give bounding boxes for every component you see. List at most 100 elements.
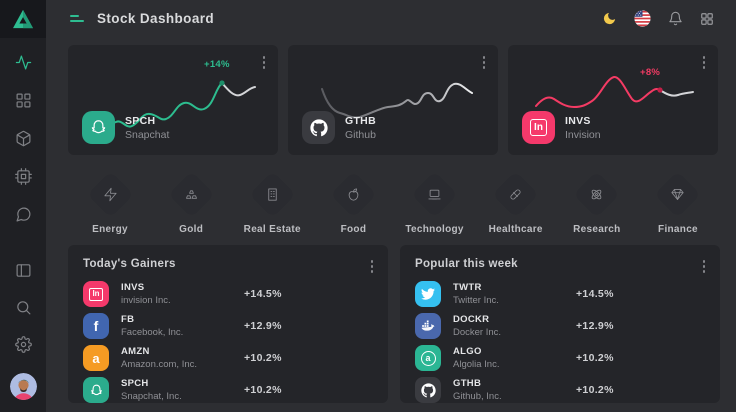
food-icon — [348, 188, 359, 201]
sidebar-item-layout[interactable] — [15, 262, 32, 279]
menu-toggle-button[interactable] — [70, 15, 84, 22]
topbar: Stock Dashboard — [46, 0, 736, 37]
package-icon — [16, 130, 30, 147]
gear-icon — [14, 336, 32, 353]
gthb-sparkline — [321, 82, 473, 119]
list-item-algo[interactable]: a ALGO Algolia Inc. +10.2% — [415, 345, 705, 371]
real-estate-icon — [268, 188, 277, 201]
change-percent: +14.5% — [576, 288, 614, 300]
research-icon — [592, 189, 602, 200]
spch-card-menu-button[interactable] — [261, 54, 268, 71]
change-percent: +12.9% — [576, 320, 614, 332]
spch-change-label: +14% — [204, 59, 230, 70]
avatar-image — [9, 373, 37, 400]
technology-icon — [428, 189, 441, 200]
apps-grid-icon — [701, 12, 713, 25]
change-percent: +10.2% — [576, 384, 614, 396]
content: +14% SPCH Snapchat — [46, 37, 736, 403]
sidebar-item-chat[interactable] — [15, 206, 32, 223]
popular-menu-button[interactable] — [701, 258, 708, 275]
stock-card-spch[interactable]: +14% SPCH Snapchat — [68, 45, 278, 155]
language-selector[interactable] — [634, 10, 651, 27]
page-title: Stock Dashboard — [97, 11, 215, 26]
category-research[interactable]: Research — [559, 171, 635, 235]
stock-card-invs[interactable]: +8% In INVS Invision — [508, 45, 718, 155]
dashboard-grid-icon — [16, 93, 30, 108]
logo-triangle-icon — [13, 9, 33, 29]
notifications-button[interactable] — [668, 11, 683, 26]
invs-company: Invision — [565, 128, 601, 141]
spch-sparkline — [97, 80, 256, 128]
category-food[interactable]: Food — [315, 171, 391, 235]
gthb-card-menu-button[interactable] — [481, 54, 488, 71]
sidebar-item-search[interactable] — [15, 299, 32, 316]
sidebar — [0, 0, 46, 412]
invs-card-menu-button[interactable] — [701, 54, 708, 71]
list-item-gthb[interactable]: GTHB Github, Inc. +10.2% — [415, 377, 705, 403]
cpu-icon — [14, 168, 32, 185]
category-real-estate[interactable]: Real Estate — [234, 171, 310, 235]
sidebar-item-cpu[interactable] — [14, 168, 32, 185]
list-item-amzn[interactable]: a AMZN Amazon.com, Inc. +10.2% — [83, 345, 373, 371]
change-percent: +10.2% — [576, 352, 614, 364]
energy-icon — [103, 187, 117, 202]
twitter-icon — [415, 281, 441, 307]
category-finance[interactable]: Finance — [640, 171, 716, 235]
sidebar-item-settings[interactable] — [14, 336, 32, 353]
list-panels: Today's Gainers In INVS invision Inc. +14… — [68, 245, 720, 403]
category-label: Healthcare — [488, 224, 543, 235]
gthb-ticker: GTHB — [345, 114, 376, 127]
category-label: Gold — [179, 224, 204, 235]
theme-toggle-button[interactable] — [602, 11, 617, 26]
gold-icon — [185, 190, 197, 199]
finance-icon — [671, 189, 685, 200]
panel-title: Popular this week — [415, 258, 518, 270]
sidebar-nav — [14, 54, 32, 223]
gainers-menu-button[interactable] — [369, 258, 376, 275]
docker-icon — [415, 313, 441, 339]
bell-icon — [669, 11, 682, 26]
change-percent: +10.2% — [244, 384, 282, 396]
list-item-invs[interactable]: In INVS invision Inc. +14.5% — [83, 281, 373, 307]
list-item-fb[interactable]: f FB Facebook, Inc. +12.9% — [83, 313, 373, 339]
sidebar-item-package[interactable] — [15, 130, 32, 147]
moon-icon — [603, 12, 616, 25]
topbar-icons — [602, 10, 714, 27]
app-logo[interactable] — [0, 0, 46, 38]
snapchat-icon — [82, 111, 115, 144]
category-healthcare[interactable]: Healthcare — [478, 171, 554, 235]
todays-gainers-panel: Today's Gainers In INVS invision Inc. +14… — [68, 245, 388, 403]
category-technology[interactable]: Technology — [397, 171, 473, 235]
stock-card-gthb[interactable]: GTHB Github — [288, 45, 498, 155]
search-icon — [16, 301, 30, 315]
panel-title: Today's Gainers — [83, 258, 176, 270]
category-energy[interactable]: Energy — [72, 171, 148, 235]
list-item-dockr[interactable]: DOCKR Docker Inc. +12.9% — [415, 313, 705, 339]
category-label: Real Estate — [243, 224, 301, 235]
category-gold[interactable]: Gold — [153, 171, 229, 235]
category-label: Energy — [92, 224, 128, 235]
change-percent: +12.9% — [244, 320, 282, 332]
gthb-company: Github — [345, 128, 376, 141]
apps-button[interactable] — [700, 12, 714, 26]
change-percent: +14.5% — [244, 288, 282, 300]
sidebar-item-dashboard[interactable] — [15, 92, 32, 109]
sidebar-item-activity[interactable] — [15, 54, 32, 71]
change-percent: +10.2% — [244, 352, 282, 364]
list-item-twtr[interactable]: TWTR Twitter Inc. +14.5% — [415, 281, 705, 307]
github-icon — [415, 377, 441, 403]
github-icon — [302, 111, 335, 144]
spch-ticker: SPCH — [125, 114, 156, 127]
invs-change-label: +8% — [640, 67, 661, 78]
popular-this-week-panel: Popular this week TWTR Twitter Inc. +14.5… — [400, 245, 720, 403]
user-avatar[interactable] — [9, 373, 37, 400]
us-flag-icon — [634, 10, 651, 27]
list-item-spch[interactable]: SPCH Snapchat, Inc. +10.2% — [83, 377, 373, 403]
invision-icon: In — [522, 111, 555, 144]
activity-icon — [15, 55, 31, 70]
facebook-icon: f — [83, 313, 109, 339]
spch-card-info: SPCH Snapchat — [82, 111, 169, 144]
stock-cards: +14% SPCH Snapchat — [68, 45, 720, 155]
category-label: Finance — [658, 224, 698, 235]
